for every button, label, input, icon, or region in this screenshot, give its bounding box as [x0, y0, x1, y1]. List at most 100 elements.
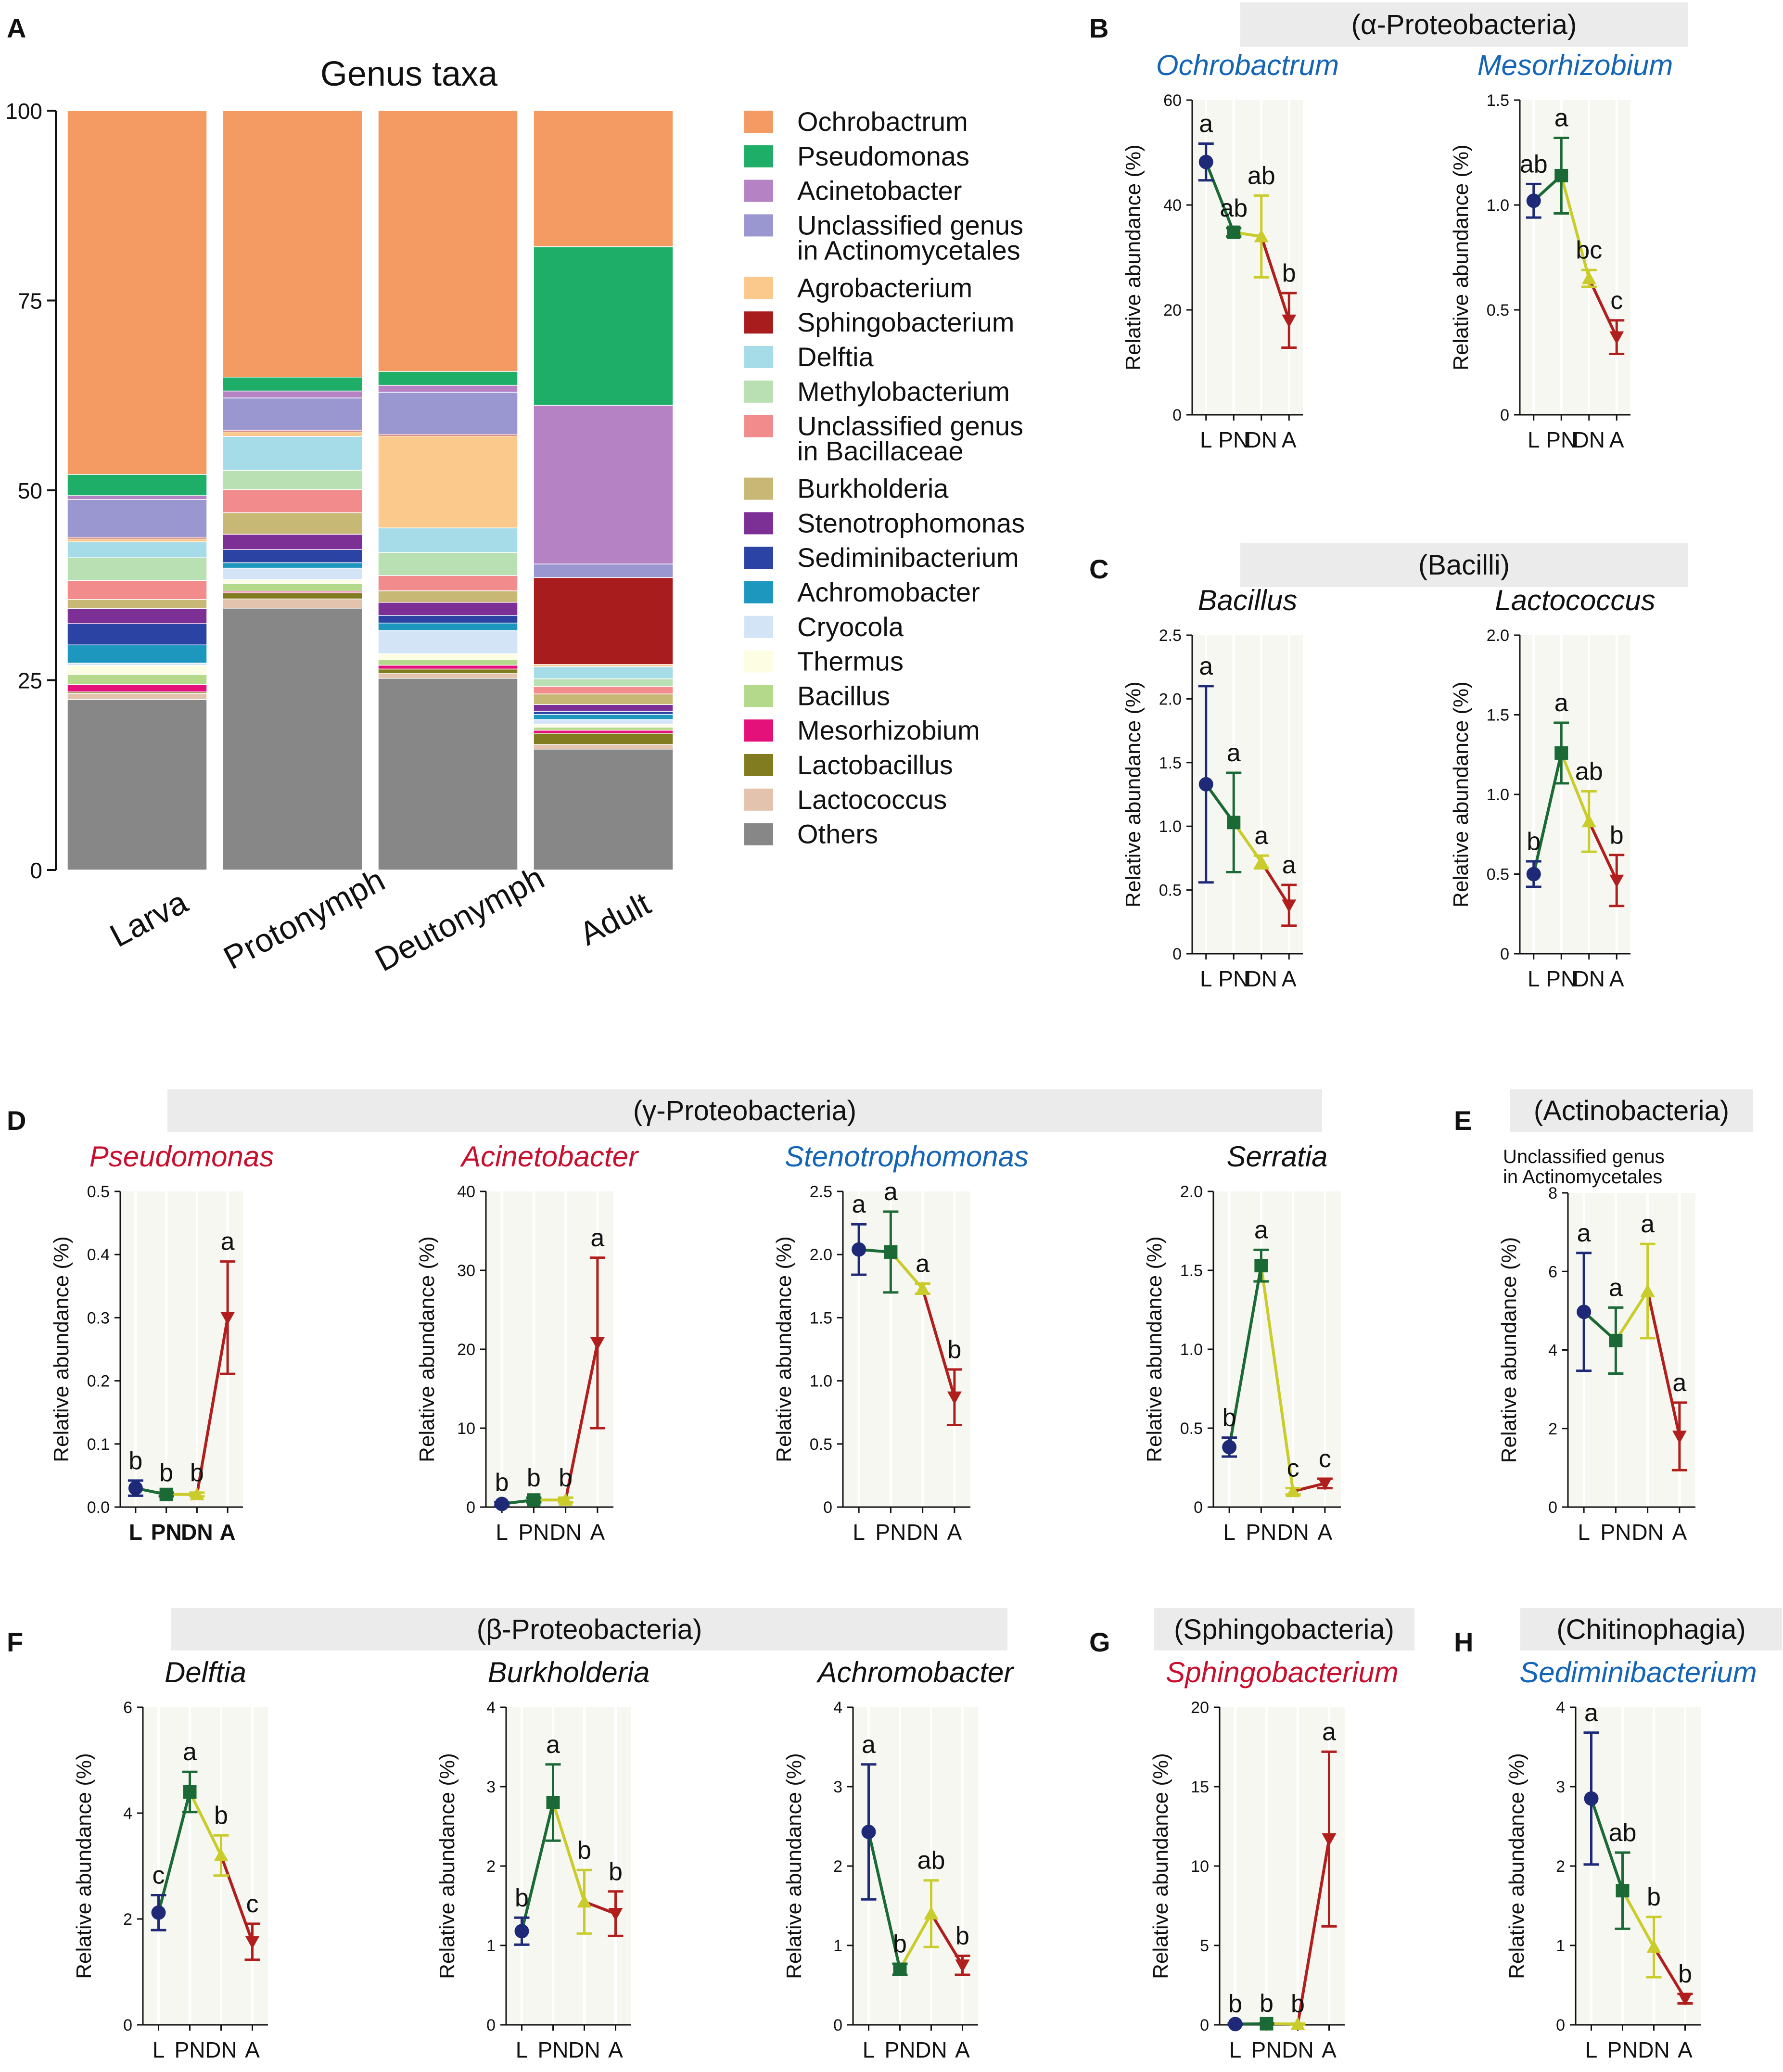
- x-tick-label: DN: [1277, 1520, 1309, 1545]
- y-tick-label: 75: [18, 289, 42, 314]
- significance-letter: a: [916, 1250, 930, 1278]
- plot-title: Acinetobacter: [460, 1140, 639, 1173]
- bar-segment-others: [67, 699, 207, 870]
- significance-letter: a: [590, 1224, 604, 1252]
- plot-title: Achromobacter: [816, 1656, 1015, 1688]
- x-tick-label: DN: [915, 2037, 947, 2062]
- bar-segment-acinetobacter: [378, 384, 518, 393]
- x-tick-label: L: [1528, 966, 1540, 991]
- legend-swatch: [744, 179, 773, 202]
- data-point: [1228, 2017, 1243, 2032]
- significance-letter: b: [495, 1469, 509, 1496]
- bar-segment-agrobacterium: [378, 435, 518, 528]
- x-tick-label: DN: [1246, 427, 1277, 452]
- legend-label-line: Unclassified genus: [797, 210, 1023, 240]
- series-segment: [1204, 161, 1235, 233]
- x-tick-label: DN: [181, 1520, 213, 1545]
- significance-letter: b: [1527, 828, 1541, 856]
- x-tick-label: A: [590, 1520, 605, 1545]
- data-point: [1260, 2017, 1274, 2031]
- bar-segment-thermus: [67, 665, 207, 675]
- legend-label: Bacillus: [797, 680, 890, 711]
- series-segment: [867, 1831, 902, 1970]
- y-tick-label: 0.5: [810, 1435, 832, 1454]
- bar-segment-stenotrophomonas: [67, 608, 207, 624]
- y-tick-label: 10: [1191, 1857, 1209, 1876]
- legend-swatch: [744, 145, 773, 167]
- x-tick-label: PN: [1218, 966, 1249, 991]
- significance-letter: b: [1282, 259, 1296, 287]
- bar-segment-unclassified-genus-in-bacillaceae: [533, 686, 674, 694]
- bar-segment-delftia: [378, 527, 518, 553]
- series-segment: [564, 1343, 599, 1500]
- bar-segment-ochrobactrum: [67, 110, 207, 475]
- significance-letter: a: [546, 1731, 560, 1759]
- data-point: [527, 1493, 541, 1507]
- data-point: [1554, 168, 1568, 182]
- significance-letter: ab: [1520, 150, 1548, 178]
- bar-segment-unclassified-genus-in-actinomycetales: [222, 397, 363, 431]
- plot-area: [853, 1707, 978, 2025]
- series-segment: [1260, 1265, 1295, 1492]
- y-axis-label: Relative abundance (%): [1121, 144, 1145, 371]
- plot-title: Serratia: [1226, 1140, 1327, 1173]
- data-point: [924, 1906, 939, 1919]
- bar-segment-bacillus: [67, 674, 207, 685]
- plot-title: Burkholderia: [488, 1656, 650, 1688]
- y-tick-label: 2: [1548, 1420, 1557, 1438]
- bar-segment-burkholderia: [67, 599, 207, 609]
- data-point: [1554, 746, 1568, 760]
- legend-label: Methylobacterium: [797, 376, 1010, 407]
- y-axis-label: Relative abundance (%): [1143, 1236, 1166, 1462]
- x-tick-label: A: [947, 1520, 962, 1545]
- series-segment: [1614, 1290, 1649, 1342]
- bar-segment-methylobacterium: [378, 552, 518, 576]
- significance-letter: a: [862, 1731, 876, 1759]
- panel-letter: H: [1454, 1627, 1473, 1657]
- x-tick-label: L: [1200, 966, 1212, 991]
- significance-letter: b: [1223, 1404, 1236, 1432]
- panel-letter: F: [7, 1627, 23, 1657]
- group-header-label: (Bacilli): [1418, 550, 1510, 581]
- plot-title: Pseudomonas: [89, 1140, 274, 1173]
- significance-letter: b: [955, 1922, 969, 1950]
- data-point: [214, 1848, 229, 1861]
- y-tick-label: 0: [1200, 2016, 1209, 2034]
- legend-label: Unclassified genus in Bacillaceae: [797, 411, 1023, 466]
- significance-letter: b: [893, 1930, 907, 1958]
- plot-area: [1520, 100, 1630, 415]
- plot-title-line: in Actinomycetales: [1503, 1166, 1662, 1188]
- y-tick-label: 0: [1500, 945, 1509, 963]
- series-segment: [1296, 1839, 1331, 2024]
- bar-segment-sediminibacterium: [378, 615, 518, 624]
- significance-letter: b: [1610, 821, 1624, 849]
- y-tick-label: 0: [823, 1498, 832, 1517]
- y-tick-label: 0.1: [87, 1435, 110, 1454]
- data-point: [190, 1487, 204, 1500]
- significance-letter: c: [1287, 1455, 1299, 1483]
- x-tick-label: A: [1282, 427, 1297, 452]
- legend-label: Sediminibacterium: [797, 542, 1019, 573]
- x-tick-label: A: [1609, 966, 1624, 991]
- bar-segment-thermus: [378, 653, 518, 661]
- y-tick-label: 4: [123, 1804, 132, 1823]
- data-point: [1577, 1305, 1592, 1319]
- group-header-box: [1240, 543, 1688, 587]
- bar-segment-lactococcus: [222, 598, 363, 609]
- significance-letter: a: [1641, 1210, 1655, 1238]
- y-tick-label: 6: [123, 1699, 132, 1717]
- y-tick-label: 0.5: [87, 1183, 110, 1201]
- legend-label: Ochrobactrum: [797, 106, 968, 137]
- bar-segment-unclassified-genus-in-actinomycetales: [533, 563, 674, 578]
- data-point: [915, 1281, 930, 1295]
- group-header-label: (β-Proteobacteria): [477, 1614, 702, 1645]
- data-point: [1290, 2017, 1305, 2030]
- data-point: [947, 1391, 962, 1405]
- chart-title: Genus taxa: [320, 55, 498, 93]
- group-header-label: (Chitinophagia): [1556, 1614, 1745, 1645]
- y-tick-label: 0.5: [1180, 1420, 1203, 1438]
- x-tick-label: PN: [1251, 2037, 1282, 2062]
- legend-swatch: [744, 581, 773, 603]
- y-tick-label: 0: [486, 2016, 496, 2034]
- y-tick-label: 100: [5, 99, 42, 124]
